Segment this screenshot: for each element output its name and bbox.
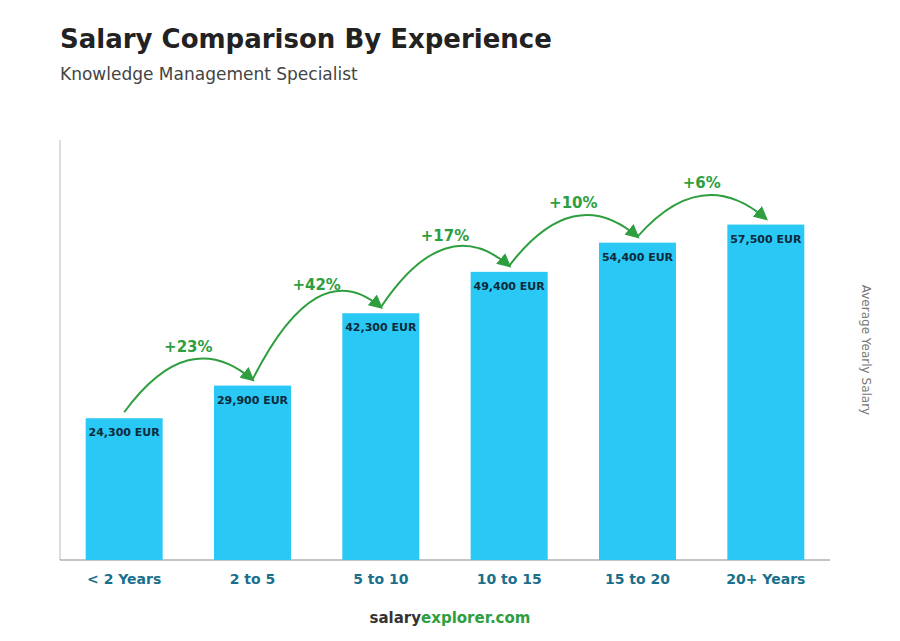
x-tick-label: 2 to 5 bbox=[230, 571, 276, 587]
bar bbox=[86, 418, 163, 560]
bar bbox=[471, 272, 548, 560]
x-tick-label: 15 to 20 bbox=[605, 571, 670, 587]
footer-part: explorer.com bbox=[421, 609, 530, 627]
change-arrow bbox=[381, 246, 509, 307]
x-tick-label: 10 to 15 bbox=[477, 571, 542, 587]
y-axis-label: Average Yearly Salary bbox=[859, 285, 873, 415]
value-label: 54,400 EUR bbox=[602, 251, 674, 264]
x-axis-line bbox=[60, 560, 830, 561]
change-arrow bbox=[253, 291, 381, 380]
subtitle: Knowledge Management Specialist bbox=[60, 64, 358, 84]
change-label: +10% bbox=[549, 194, 597, 212]
change-arrow bbox=[638, 195, 766, 237]
value-label: 24,300 EUR bbox=[89, 426, 161, 439]
x-tick-label: < 2 Years bbox=[87, 571, 161, 587]
change-arrow bbox=[509, 215, 637, 266]
footer-part: salary bbox=[370, 609, 422, 627]
change-label: +17% bbox=[421, 227, 469, 245]
x-tick-label: 20+ Years bbox=[726, 571, 805, 587]
value-label: 57,500 EUR bbox=[730, 233, 802, 246]
title: Salary Comparison By Experience bbox=[60, 24, 552, 54]
value-label: 29,900 EUR bbox=[217, 394, 289, 407]
change-label: +42% bbox=[292, 276, 340, 294]
bar bbox=[727, 225, 804, 560]
change-label: +23% bbox=[164, 338, 212, 356]
change-arrow bbox=[124, 358, 252, 412]
x-tick-label: 5 to 10 bbox=[353, 571, 409, 587]
y-axis-line bbox=[60, 140, 61, 560]
change-label: +6% bbox=[683, 174, 721, 192]
bar bbox=[342, 313, 419, 560]
bar bbox=[599, 243, 676, 560]
footer: salaryexplorer.com bbox=[370, 609, 531, 627]
value-label: 42,300 EUR bbox=[345, 321, 417, 334]
chart: Salary Comparison By Experience Knowledge… bbox=[0, 0, 900, 641]
value-label: 49,400 EUR bbox=[474, 280, 546, 293]
bars bbox=[86, 225, 805, 560]
bar bbox=[214, 386, 291, 560]
chart-container: Salary Comparison By Experience Knowledge… bbox=[0, 0, 900, 641]
